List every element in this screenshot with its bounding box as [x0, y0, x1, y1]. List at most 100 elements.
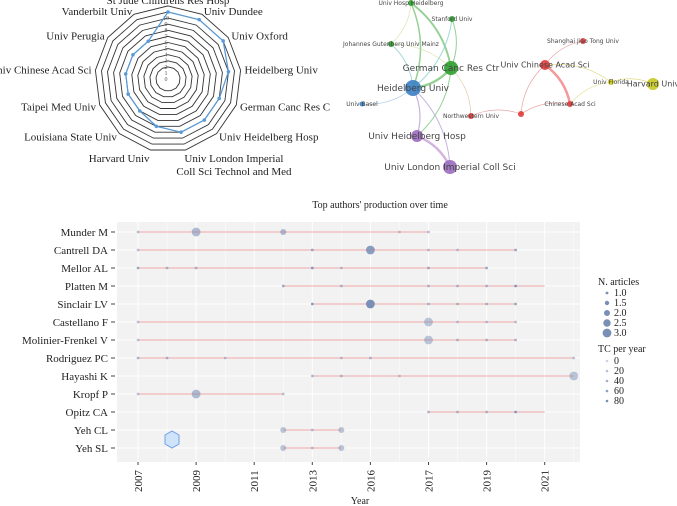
radar-grid-ring [149, 60, 187, 98]
radar-grid-ring [119, 29, 217, 127]
author-label: Rodriguez PC [46, 353, 108, 365]
network-edge [544, 63, 612, 83]
radar-grid-ring [107, 17, 229, 139]
radar-axis-label: Univ Perugia [46, 30, 104, 42]
author-data-point [191, 389, 201, 399]
author-data-point [369, 356, 372, 360]
author-label: Molinier-Frenkel V [22, 335, 108, 347]
author-data-point [514, 338, 518, 342]
radar-axis-label: Harvard Univ [89, 153, 150, 165]
network-node-label: Univ Basel [346, 101, 378, 108]
author-data-point [136, 392, 140, 396]
author-data-point [456, 410, 459, 414]
radar-point [154, 124, 159, 129]
radar-axis-label: Univ Dundee [204, 6, 263, 18]
x-tick-label: 2013 [307, 470, 319, 493]
author-production-chart: Top authors' production over time Munder … [22, 200, 646, 506]
radar-axis-label: Univ Heidelberg Hosp [219, 132, 319, 144]
author-label: Yeh SL [75, 443, 108, 455]
author-data-point [310, 266, 314, 270]
radar-point [202, 118, 207, 122]
network-node [359, 101, 365, 107]
author-data-point [427, 230, 430, 234]
radar-point [197, 17, 201, 22]
author-data-point [280, 427, 287, 433]
radar-axis-label: Univ Chinese Acad Sci [0, 65, 92, 77]
network-node [408, 0, 414, 6]
author-label: Munder M [61, 227, 109, 239]
author-data-point [339, 374, 343, 378]
author-data-point [569, 371, 579, 381]
x-tick-label: 2009 [191, 470, 203, 493]
x-tick-label: 2016 [365, 470, 377, 493]
network-node-label: Univ London Imperial Coll Sci [384, 163, 515, 173]
network-edge [412, 18, 453, 89]
x-tick-label: 2007 [133, 470, 145, 493]
network-node [540, 60, 550, 70]
network-node-label: Univ Florida [593, 79, 629, 86]
legend-tc-label: 80 [614, 396, 624, 407]
network-node [468, 113, 474, 119]
radar-axis-label: Vanderbilt Univ [62, 6, 133, 18]
radar-grid-ring [137, 48, 199, 109]
author-data-point [281, 392, 285, 396]
author-data-point [338, 427, 345, 433]
x-tick-label: 2019 [482, 470, 494, 492]
network-node [388, 41, 394, 47]
author-data-point [398, 374, 401, 378]
radar-axis-label: Univ Oxford [231, 30, 288, 42]
author-data-point [424, 317, 433, 327]
network-edge [450, 18, 457, 69]
author-label: Opitz CA [66, 407, 109, 419]
author-data-point [310, 248, 314, 252]
radar-tick-label: 2 [165, 65, 168, 71]
network-node-label: Univ Heidelberg Hosp [368, 132, 466, 142]
legend-tc-label: 60 [614, 386, 624, 397]
author-label: Kropf P [73, 389, 108, 401]
network-edge [390, 2, 412, 45]
network-edge [470, 109, 522, 117]
radar-grid-ring [155, 66, 181, 92]
radar-point [179, 130, 183, 135]
author-data-point [427, 410, 430, 414]
radar-tick-label: 3 [165, 59, 168, 65]
radar-point [146, 39, 151, 44]
network-node [444, 61, 458, 75]
network-node-label: Shanghai Jiao Tong Univ [547, 38, 619, 45]
radar-point [226, 69, 231, 74]
radar-tick-label: 1 [165, 71, 168, 77]
author-label: Sinclair LV [57, 299, 108, 311]
author-label: Castellano F [53, 317, 108, 329]
legend-size-label: 2.0 [614, 308, 627, 319]
author-data-point [339, 284, 343, 288]
network-edge [410, 2, 452, 69]
network-node-label: Univ Chinese Acad Sci [501, 61, 590, 70]
network-node-label: Univ Hosp Heidelberg [378, 0, 443, 7]
radar-point [131, 53, 135, 57]
author-data-point [366, 245, 375, 255]
legend-size-label: 2.5 [614, 318, 627, 329]
author-data-point [514, 284, 518, 288]
author-data-point [485, 410, 488, 414]
author-data-point [398, 230, 401, 234]
plot-panel [117, 222, 580, 462]
author-data-point [456, 320, 459, 324]
x-axis-label: Year [351, 496, 370, 506]
author-data-point [514, 248, 518, 252]
author-label: Cantrell DA [54, 245, 108, 257]
radar-tick-label: 10 [163, 16, 169, 22]
author-data-point [223, 356, 227, 360]
author-data-point [338, 445, 345, 451]
radar-grid-ring [101, 11, 235, 145]
author-data-point [194, 266, 198, 270]
legend-size-marker [603, 319, 611, 327]
network-node-label: Johannes Gutenberg Univ Mainz [342, 41, 439, 48]
radar-series-line [125, 11, 230, 133]
radar-axis-label: Louisiana State Univ [24, 132, 117, 144]
radar-axis-label: St Jude Childrens Res Hosp [107, 0, 230, 7]
author-data-point [310, 374, 314, 378]
network-edge [569, 81, 612, 105]
author-data-point [310, 302, 314, 306]
author-data-point [281, 284, 285, 288]
